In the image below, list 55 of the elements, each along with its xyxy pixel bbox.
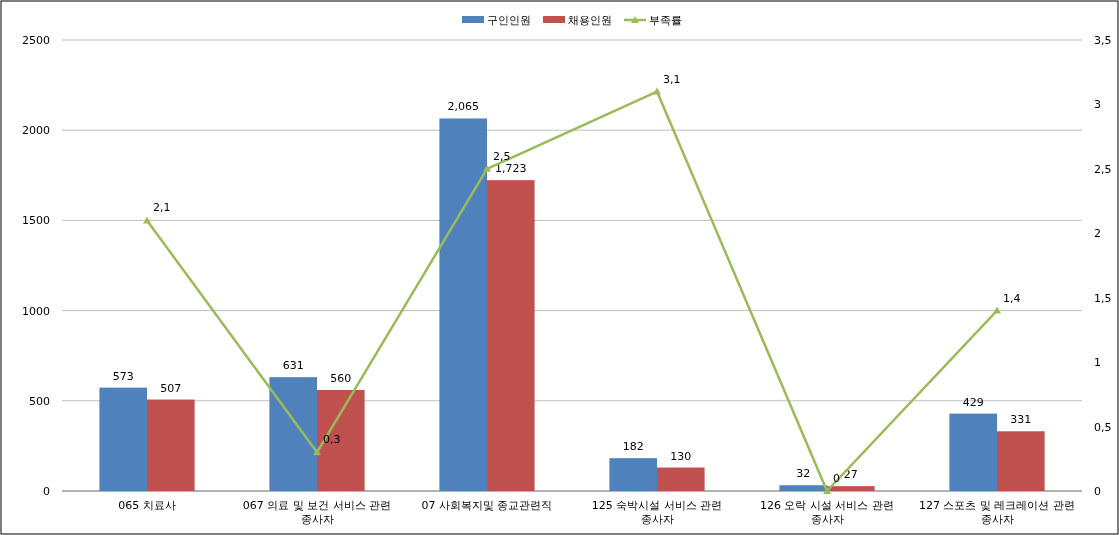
data-label: 2,065 — [447, 100, 479, 114]
bar — [949, 413, 997, 491]
y-tick-label: 1500 — [22, 214, 50, 228]
data-label: 573 — [112, 369, 134, 383]
bar — [997, 431, 1045, 491]
data-label: 1,723 — [495, 162, 527, 176]
data-label: 631 — [282, 359, 304, 373]
y2-tick-label: 3 — [1094, 98, 1101, 112]
point — [483, 164, 491, 172]
data-label: 1,4 — [1003, 291, 1021, 305]
point — [313, 448, 321, 456]
data-label: 507 — [160, 381, 182, 395]
y-tick-label: 500 — [29, 394, 50, 408]
y2-tick-label: 2 — [1094, 227, 1101, 241]
data-label: 182 — [622, 440, 644, 454]
bar — [317, 389, 365, 491]
y2-tick-label: 3,5 — [1094, 34, 1112, 47]
legend-label: 구인인원 — [487, 14, 531, 27]
point — [993, 306, 1001, 314]
legend-label: 부족률 — [649, 14, 682, 27]
data-label: 560 — [330, 371, 352, 385]
bar — [439, 118, 487, 491]
y2-tick-label: 1 — [1094, 356, 1101, 370]
bar — [487, 180, 535, 491]
x-tick-label: 07 사회복지및 종교관련직 — [421, 499, 553, 512]
y-tick-label: 2500 — [22, 34, 50, 47]
y2-tick-label: 0,5 — [1094, 420, 1112, 434]
legend-label: 채용인원 — [568, 14, 612, 27]
data-label: 2,5 — [493, 149, 511, 163]
data-label: 3,1 — [663, 72, 681, 86]
point — [823, 487, 831, 494]
data-label: 2,1 — [153, 201, 171, 215]
y-tick-label: 0 — [43, 485, 50, 498]
bar — [779, 485, 827, 491]
bar — [269, 377, 317, 491]
x-tick-label: 125 숙박시설 서비스 관련 종사자 — [591, 499, 723, 526]
bar — [147, 399, 195, 491]
x-tick-label: 067 의료 및 보건 서비스 관련 종사자 — [242, 499, 392, 526]
data-label: 130 — [670, 449, 692, 463]
bar — [657, 467, 705, 491]
y-tick-label: 1000 — [22, 304, 50, 318]
data-label: 331 — [1010, 413, 1032, 427]
x-tick-label: 127 스포츠 및 레크레이션 관련 종사자 — [919, 499, 1075, 526]
data-label: 429 — [962, 395, 984, 409]
bar — [99, 387, 147, 491]
bar — [827, 486, 875, 491]
y2-tick-label: 2,5 — [1094, 162, 1112, 176]
data-label: 32 — [796, 467, 811, 481]
y2-tick-label: 0 — [1094, 485, 1101, 498]
bar — [609, 458, 657, 491]
x-tick-label: 126 오락 시설 서비스 관련 종사자 — [760, 499, 894, 526]
point — [653, 87, 661, 95]
y2-tick-label: 1,5 — [1094, 291, 1112, 305]
x-tick-label: 065 치료사 — [118, 499, 176, 512]
y-tick-label: 2000 — [22, 124, 50, 138]
